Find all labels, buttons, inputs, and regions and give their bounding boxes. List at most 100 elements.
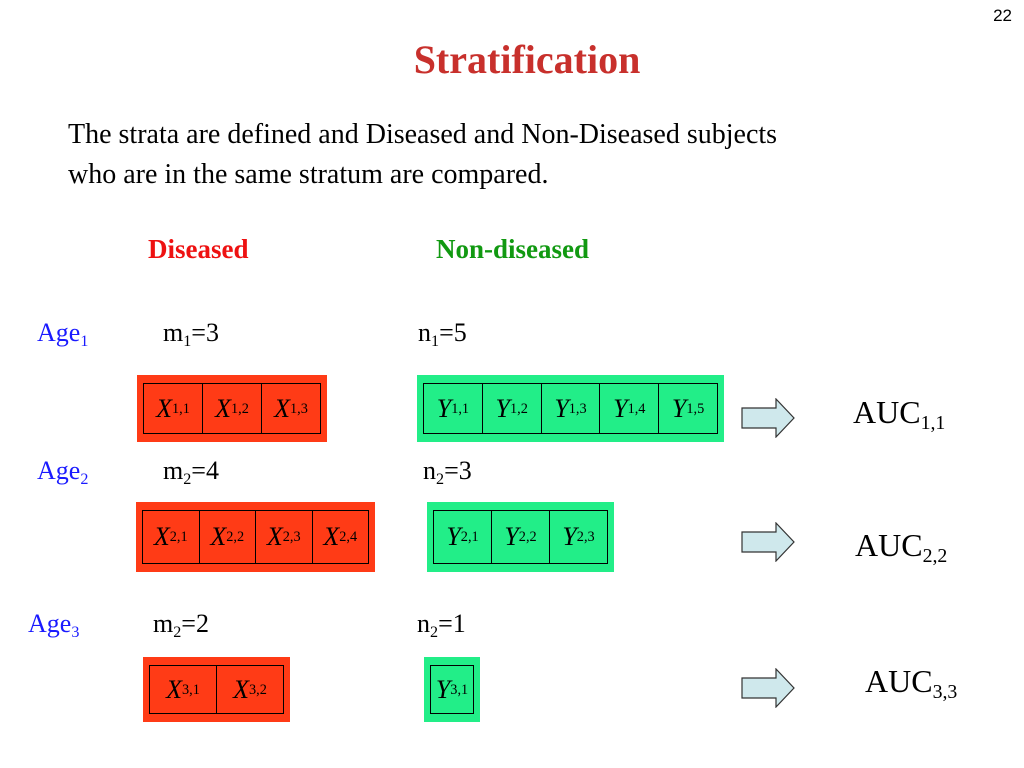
diseased-cell: X 3,1 — [150, 666, 217, 713]
n-count-rest: =5 — [439, 318, 467, 347]
cell-base: Y — [435, 674, 451, 704]
auc-label-sub: 2,2 — [922, 544, 948, 567]
diseased-cell: X 2,1 — [143, 511, 200, 563]
non-diseased-cell: Y 1,2 — [483, 384, 542, 433]
non-diseased-box: Y 3,1 — [424, 657, 480, 722]
non-diseased-cell: Y 3,1 — [435, 674, 469, 704]
arrow — [741, 522, 795, 562]
non-diseased-cells: Y 1,1 Y 1,2 Y 1,3 Y 1,4 Y 1,5 — [423, 383, 718, 434]
non-diseased-cell: Y 1,3 — [542, 384, 601, 433]
non-diseased-cells: Y 2,1 Y 2,2 Y 2,3 — [433, 510, 608, 564]
page-number: 22 — [993, 6, 1012, 25]
non-diseased-cell: Y 2,2 — [492, 511, 550, 563]
cell-base: X — [153, 522, 170, 551]
diseased-cell: X 1,3 — [274, 393, 308, 423]
m-count-rest: =4 — [191, 456, 219, 485]
diseased-cell: X 2,4 — [323, 522, 358, 551]
n-count: n2=1 — [417, 609, 466, 641]
m-count-sub: 2 — [173, 623, 182, 641]
cell-base: Y — [504, 522, 519, 551]
m-count: m1=3 — [163, 318, 219, 350]
n-count-base: n — [423, 456, 436, 485]
auc-label-base: AUC — [855, 527, 923, 563]
cell-base: Y — [613, 393, 628, 423]
cell-base: Y — [562, 522, 577, 551]
arrow-shape — [741, 522, 795, 562]
cell-base: X — [156, 393, 172, 423]
m-count-base: m — [163, 318, 184, 347]
diseased-box: X 3,1 X 3,2 — [143, 657, 290, 722]
auc-label-sub: 3,3 — [932, 680, 958, 703]
age-label-base: Age — [28, 609, 72, 638]
arrow — [741, 398, 795, 438]
diseased-header: Diseased — [148, 234, 249, 264]
non-diseased-box: Y 2,1 Y 2,2 Y 2,3 — [427, 502, 614, 572]
n-count: n1=5 — [418, 318, 467, 350]
non-diseased-box: Y 1,1 Y 1,2 Y 1,3 Y 1,4 Y 1,5 — [417, 375, 724, 442]
auc-label-base: AUC — [853, 394, 921, 430]
age-label-sub: 2 — [80, 470, 89, 488]
non-diseased-cell: Y 1,4 — [600, 384, 660, 433]
diseased-cells: X 3,1 X 3,2 — [149, 665, 284, 714]
non-diseased-cell: Y 2,1 — [434, 511, 492, 563]
n-count-base: n — [417, 609, 430, 638]
non-diseased-cell: Y 1,1 — [424, 384, 483, 433]
auc-label: AUC3,3 — [865, 663, 958, 703]
age-label-sub: 1 — [80, 332, 89, 350]
m-count: m2=4 — [163, 456, 219, 488]
cell-base: Y — [436, 393, 452, 423]
cell-base: Y — [495, 393, 510, 423]
title: Stratification — [413, 37, 641, 82]
diseased-cells: X 2,1 X 2,2 X 2,3 X 2,4 — [142, 510, 369, 564]
cell-base: Y — [554, 393, 569, 423]
m-count-base: m — [163, 456, 184, 485]
diseased-cell: X 2,3 — [256, 511, 313, 563]
n-count-sub: 2 — [436, 470, 445, 488]
m-count-rest: =2 — [181, 609, 209, 638]
non-diseased-header: Non-diseased — [436, 234, 590, 264]
diseased-cell: X 3,2 — [233, 674, 267, 704]
paragraph-line: The strata are defined and Diseased and … — [68, 119, 778, 150]
cell-base: X — [233, 674, 249, 704]
age-label-base: Age — [37, 318, 81, 347]
diseased-cell: X 1,1 — [144, 384, 203, 433]
n-count-sub: 1 — [431, 332, 440, 350]
diseased-cells: X 1,1 X 1,2 X 1,3 — [143, 383, 321, 434]
arrow-shape — [741, 398, 795, 438]
non-diseased-cells: Y 3,1 — [430, 665, 474, 714]
age-label: Age1 — [37, 318, 89, 350]
arrow — [741, 668, 795, 708]
cell-base: Y — [671, 393, 687, 423]
cell-base: X — [215, 393, 231, 423]
n-count-rest: =1 — [438, 609, 466, 638]
arrow-shape — [741, 668, 795, 708]
non-diseased-cell: Y 2,3 — [562, 522, 595, 551]
cell-base: X — [166, 674, 182, 704]
n-count-sub: 2 — [430, 623, 439, 641]
auc-label-base: AUC — [865, 663, 933, 699]
m-count: m2=2 — [153, 609, 209, 641]
auc-label: AUC2,2 — [855, 527, 948, 567]
n-count-rest: =3 — [444, 456, 472, 485]
paragraph-line: who are in the same stratum are compared… — [68, 159, 549, 190]
diseased-box: X 1,1 X 1,2 X 1,3 — [137, 375, 327, 442]
cell-base: X — [266, 522, 283, 551]
auc-label-sub: 1,1 — [920, 411, 946, 434]
diseased-cell: X 1,2 — [203, 384, 262, 433]
diseased-box: X 2,1 X 2,2 X 2,3 X 2,4 — [136, 502, 375, 572]
m-count-sub: 1 — [183, 332, 192, 350]
age-label-sub: 3 — [71, 623, 80, 641]
age-label: Age2 — [37, 456, 89, 488]
cell-base: X — [323, 522, 340, 551]
age-label: Age3 — [28, 609, 80, 641]
non-diseased-cell: Y 1,5 — [671, 393, 705, 423]
diseased-cell: X 2,2 — [200, 511, 256, 563]
n-count-base: n — [418, 318, 431, 347]
age-label-base: Age — [37, 456, 81, 485]
cell-base: X — [274, 393, 290, 423]
m-count-sub: 2 — [183, 470, 192, 488]
m-count-rest: =3 — [191, 318, 219, 347]
cell-base: X — [210, 522, 227, 551]
m-count-base: m — [153, 609, 174, 638]
